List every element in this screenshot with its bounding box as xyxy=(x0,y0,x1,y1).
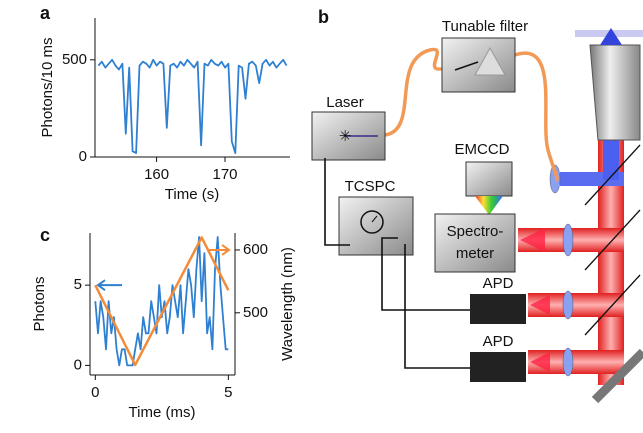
y2-tick-label: 500 xyxy=(243,304,268,321)
wire xyxy=(324,158,350,246)
apd xyxy=(470,352,526,382)
y-axis-label: Photons/10 ms xyxy=(39,37,56,137)
x-tick-label: 160 xyxy=(144,166,169,183)
data-line xyxy=(94,236,230,367)
y2-tick-label: 600 xyxy=(243,241,268,258)
axis-arrow xyxy=(96,279,122,291)
y-tick-label: 0 xyxy=(74,356,82,373)
y-axis-label: Photons xyxy=(31,276,48,331)
fiber xyxy=(384,47,446,137)
apd-label: APD xyxy=(483,333,514,350)
laser-label: Laser xyxy=(326,94,364,111)
emccd xyxy=(465,161,513,197)
y2-axis-label: Wavelength (nm) xyxy=(279,247,296,361)
lenses xyxy=(549,164,574,377)
x-axis-label: Time (s) xyxy=(165,186,219,203)
x-tick-label: 5 xyxy=(224,384,232,401)
focus xyxy=(520,228,550,372)
tcspc xyxy=(338,196,414,256)
beam xyxy=(603,140,619,180)
objective xyxy=(589,44,641,141)
x-axis-label: Time (ms) xyxy=(129,404,196,421)
spectrometer-label: meter xyxy=(456,245,494,262)
emccd-label: EMCCD xyxy=(455,141,510,158)
apd xyxy=(470,294,526,324)
x-tick-label: 170 xyxy=(212,166,237,183)
wire xyxy=(381,237,470,311)
data-line xyxy=(97,58,288,154)
prism xyxy=(474,46,506,76)
laser-icon: ✳ xyxy=(339,128,352,145)
y-tick-label: 5 xyxy=(74,276,82,293)
data-line xyxy=(94,236,229,367)
spectrum xyxy=(475,196,503,215)
spectrometer-label: Spectro- xyxy=(447,223,504,240)
panel-label: a xyxy=(40,3,51,23)
panel-label: c xyxy=(40,225,50,245)
tunable-filter xyxy=(441,37,516,93)
x-tick-label: 0 xyxy=(91,384,99,401)
spectrometer xyxy=(434,213,516,273)
ray xyxy=(454,61,479,71)
y-tick-label: 0 xyxy=(79,148,87,165)
mirror xyxy=(591,348,643,404)
stopwatch xyxy=(371,215,378,223)
axis-arrow xyxy=(207,244,231,256)
wire xyxy=(404,244,470,369)
panel-label: b xyxy=(318,7,329,27)
stopwatch xyxy=(360,210,384,234)
mirrors xyxy=(584,144,641,336)
fiber xyxy=(514,51,559,182)
excitation xyxy=(600,28,622,45)
setup-diagram: b Tunable filter Laser ✳ EMCCD TCSPC Spe… xyxy=(311,7,643,404)
y-tick-label: 500 xyxy=(62,51,87,68)
tunable-filter-label: Tunable filter xyxy=(442,18,528,35)
apd-label: APD xyxy=(483,275,514,292)
tcspc-label: TCSPC xyxy=(345,178,396,195)
